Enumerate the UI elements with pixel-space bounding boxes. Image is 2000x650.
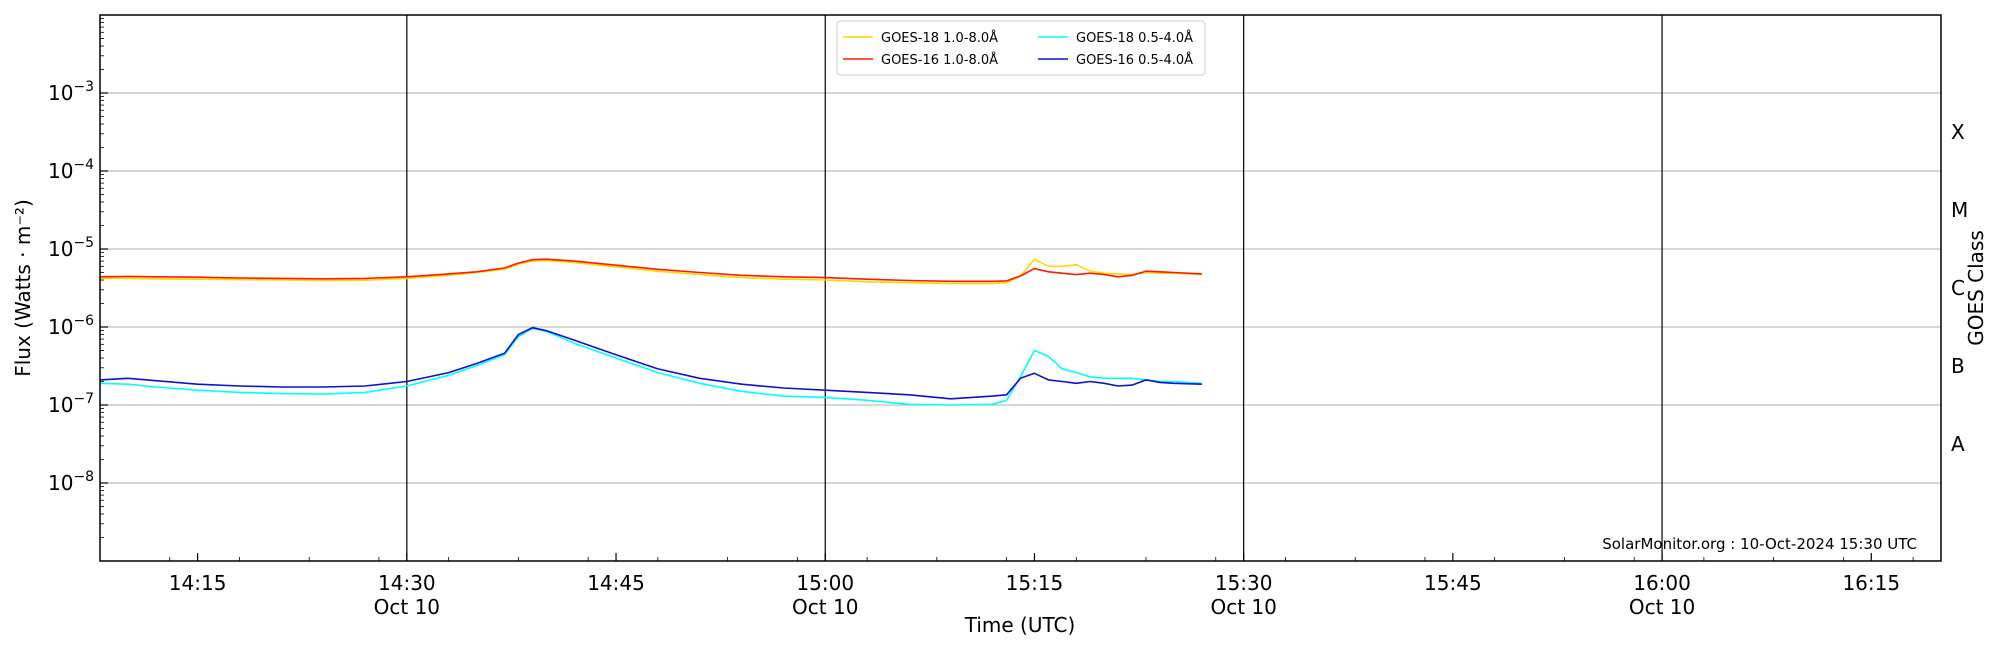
day-boundary-lines [406,15,1663,561]
legend-label: GOES-16 0.5-4.0Å [1076,52,1193,68]
goes-class-label: A [1951,432,1965,456]
series-lines [99,258,1202,406]
legend-label: GOES-18 0.5-4.0Å [1076,30,1193,46]
legend-label: GOES-18 1.0-8.0Å [881,30,998,46]
goes-class-labels: X M C B A [1951,120,1968,456]
x-tick-label: 15:30 [1215,571,1273,595]
x-tick-label: 14:15 [169,571,227,595]
series-line-3 [99,327,1202,406]
goes-class-label: C [1951,276,1965,300]
x-tick-date-label: Oct 10 [374,595,440,619]
x-tick-label: 16:00 [1633,571,1691,595]
x-tick-label: 15:00 [796,571,854,595]
credit-text: SolarMonitor.org : 10-Oct-2024 15:30 UTC [1602,535,1917,553]
series-line-2 [99,258,1202,283]
plot-area-frame [99,14,1942,562]
x-tick-label: 15:15 [1006,571,1064,595]
goes-class-label: M [1951,198,1968,222]
horizontal-grid [100,92,1941,484]
y-axis-title: Flux (Watts · m⁻²) [11,199,35,377]
y-tick-label: 10−8 [48,469,94,495]
series-line-4 [99,326,1202,400]
y-tick-label: 10−3 [48,79,94,105]
x-tick-label: 16:15 [1842,571,1900,595]
y-tick-label: 10−5 [48,235,94,261]
x-axis-title: Time (UTC) [964,613,1076,637]
x-tick-date-label: Oct 10 [792,595,858,619]
y-tick-label: 10−6 [48,313,94,339]
legend-label: GOES-16 1.0-8.0Å [881,52,998,68]
y-tick-label: 10−4 [48,157,94,183]
x-tick-label: 15:45 [1424,571,1482,595]
x-tick-date-label: Oct 10 [1210,595,1276,619]
goes-class-label: X [1951,120,1965,144]
right-axis-title: GOES Class [1964,230,1988,346]
y-tick-label: 10−7 [48,391,94,417]
legend: GOES-18 1.0-8.0Å GOES-16 1.0-8.0Å GOES-18 … [836,20,1206,76]
x-tick-date-label: Oct 10 [1629,595,1695,619]
legend-box [836,20,1206,76]
series-line-1 [100,258,1202,285]
goes-class-label: B [1951,354,1965,378]
x-tick-label: 14:45 [587,571,645,595]
x-tick-label: 14:30 [378,571,436,595]
y-axis-ticks: 10−3 10−4 10−5 10−6 10−7 10−8 [48,18,108,538]
